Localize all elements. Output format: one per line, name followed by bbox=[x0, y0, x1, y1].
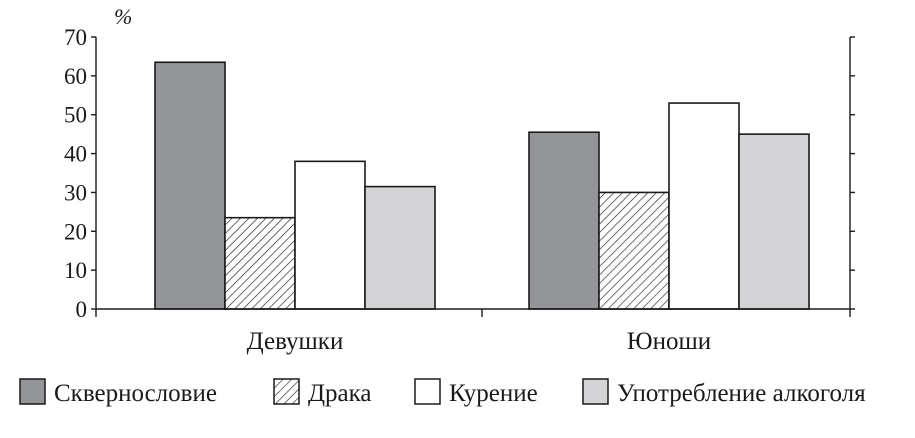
legend-swatch bbox=[414, 378, 441, 405]
y-tick-label: 70 bbox=[64, 25, 87, 50]
legend: Сквернословие Драка Курение Употребление ал… bbox=[19, 378, 866, 407]
y-tick-label: 40 bbox=[64, 142, 87, 167]
y-tick-label: 10 bbox=[64, 258, 87, 283]
category-label: Девушки bbox=[247, 328, 344, 355]
bar-3-1 bbox=[294, 160, 366, 310]
y-tick-label: 20 bbox=[64, 219, 87, 244]
legend-label: Употребление алкоголя bbox=[617, 380, 866, 407]
bar-1-1 bbox=[154, 61, 226, 310]
legend-label: Сквернословие bbox=[54, 380, 217, 407]
legend-swatch bbox=[273, 378, 300, 405]
y-tick-label: 30 bbox=[64, 180, 87, 205]
bar-4-1 bbox=[364, 185, 436, 310]
y-axis-unit-label: % bbox=[114, 4, 132, 29]
legend-swatch bbox=[19, 378, 46, 405]
bar-1-2 bbox=[528, 131, 600, 310]
legend-label: Драка bbox=[308, 380, 372, 407]
category-label: Юноши bbox=[627, 328, 711, 355]
bar-2-2 bbox=[598, 191, 670, 310]
bar-3-2 bbox=[668, 102, 740, 310]
legend-swatch bbox=[582, 378, 609, 405]
bar-2-1 bbox=[224, 216, 296, 310]
legend-label: Курение bbox=[449, 380, 538, 407]
bar-4-2 bbox=[738, 133, 810, 310]
plot-area: 0 10 20 30 40 50 60 70% Девушки Юноши bbox=[64, 4, 855, 355]
y-tick-label: 60 bbox=[64, 64, 87, 89]
y-tick-label: 0 bbox=[76, 297, 88, 322]
y-tick-label: 50 bbox=[64, 103, 87, 128]
